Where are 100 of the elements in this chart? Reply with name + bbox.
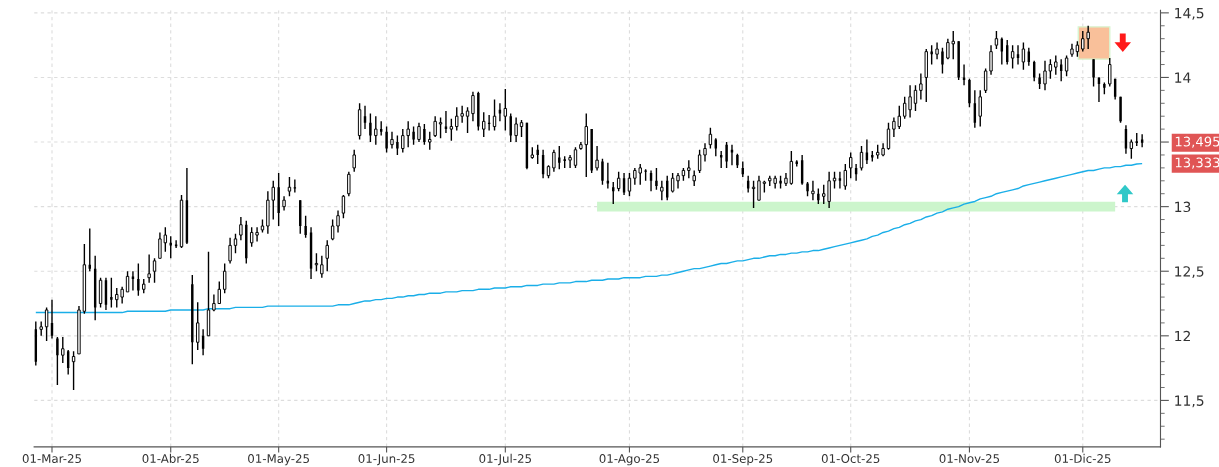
candlestick (1043, 59, 1047, 92)
candlestick (843, 163, 848, 191)
candlestick (293, 178, 297, 194)
x-tick-label: 01-Oct-25 (821, 454, 880, 463)
candlestick (1129, 138, 1134, 160)
y-tick-label: 12 (1175, 330, 1190, 342)
candlestick (644, 168, 647, 182)
candlestick (152, 257, 157, 284)
candlestick (239, 216, 243, 241)
candlestick (989, 44, 993, 76)
candlestick (736, 152, 739, 169)
candlestick (1021, 41, 1026, 71)
candlestick (412, 125, 415, 146)
candlestick (222, 262, 227, 294)
candlestick (433, 115, 437, 138)
candlestick (385, 125, 388, 154)
candlestick (147, 253, 151, 284)
candlestick (779, 174, 782, 190)
candlestick (347, 171, 351, 197)
y-tick-label: 13 (1175, 201, 1191, 213)
y-tick-label: 12,5 (1175, 266, 1204, 279)
candlestick (44, 306, 49, 342)
x-tick-label: 01-Sep-25 (713, 454, 773, 466)
candlestick (417, 121, 421, 143)
y-tick-label: 14,5 (1175, 8, 1204, 20)
candlestick (277, 172, 280, 227)
candlestick (287, 176, 292, 197)
candlestick (859, 145, 864, 172)
candlestick (957, 40, 960, 81)
candlestick (374, 115, 378, 146)
candlestick (1054, 54, 1058, 76)
text: 13,333 (1175, 157, 1219, 169)
candlestick (482, 111, 486, 138)
candlestick (660, 180, 664, 201)
candlestick (536, 143, 539, 165)
candlestick (590, 128, 593, 174)
candlestick (233, 233, 238, 254)
candlestick (320, 255, 324, 279)
candlestick (228, 236, 232, 265)
y-tick-label: 11,5 (1175, 395, 1204, 408)
candlestick (568, 154, 572, 169)
candlestick (919, 72, 923, 101)
candlestick (1038, 72, 1041, 90)
candlestick (817, 187, 820, 205)
candlestick (390, 131, 394, 150)
candlestick (56, 336, 59, 386)
candlestick (595, 145, 599, 172)
candlestick (719, 150, 723, 169)
candlestick (304, 214, 307, 239)
candlestick (125, 270, 130, 293)
candlestick (806, 181, 809, 197)
candlestick (196, 301, 200, 351)
candlestick (1140, 133, 1144, 148)
candlestick (438, 116, 443, 139)
candlestick (941, 47, 944, 75)
candlestick (369, 112, 372, 143)
candlestick (913, 84, 918, 112)
candlestick (962, 63, 966, 86)
candlestick (994, 30, 999, 50)
candlestick (352, 149, 356, 173)
candlestick (886, 121, 891, 151)
candlestick (449, 118, 454, 142)
candlestick (1119, 96, 1122, 124)
candlestick (471, 90, 475, 123)
x-tick-label: 01-Mar-25 (22, 454, 82, 463)
candlestick (838, 171, 842, 190)
candlestick (552, 149, 556, 173)
candlestick (341, 194, 346, 219)
candlestick (503, 88, 508, 132)
candlestick (968, 78, 971, 108)
candlestick (687, 159, 691, 179)
candlestick (423, 123, 426, 146)
candlestick (1092, 58, 1095, 88)
candlestick (616, 171, 621, 192)
candlestick (465, 106, 470, 134)
candlestick (1048, 58, 1053, 80)
candlestick (396, 134, 399, 156)
candlestick (325, 239, 329, 272)
candlestick (558, 145, 561, 170)
candlestick (131, 270, 135, 292)
candlestick (1108, 57, 1112, 88)
candlestick (725, 141, 728, 169)
candlestick (849, 151, 853, 179)
candlestick (983, 67, 988, 94)
candlestick (1064, 54, 1069, 77)
candlestick (697, 149, 702, 174)
candlestick (930, 44, 933, 66)
x-tick-label: 01-Jun-25 (358, 454, 415, 466)
candlestick (137, 262, 140, 297)
candlestick (627, 172, 632, 197)
candlestick (71, 350, 76, 391)
x-tick-label: 01-Jul-25 (479, 453, 532, 466)
candlestick (655, 167, 658, 191)
candlestick (428, 131, 432, 151)
candlestick (703, 142, 707, 163)
candlestick (811, 180, 815, 201)
candlestick (336, 209, 340, 234)
text: 13,495 (1175, 136, 1219, 148)
candlestick (714, 137, 718, 157)
x-tick-label: 01-May-25 (248, 454, 310, 466)
